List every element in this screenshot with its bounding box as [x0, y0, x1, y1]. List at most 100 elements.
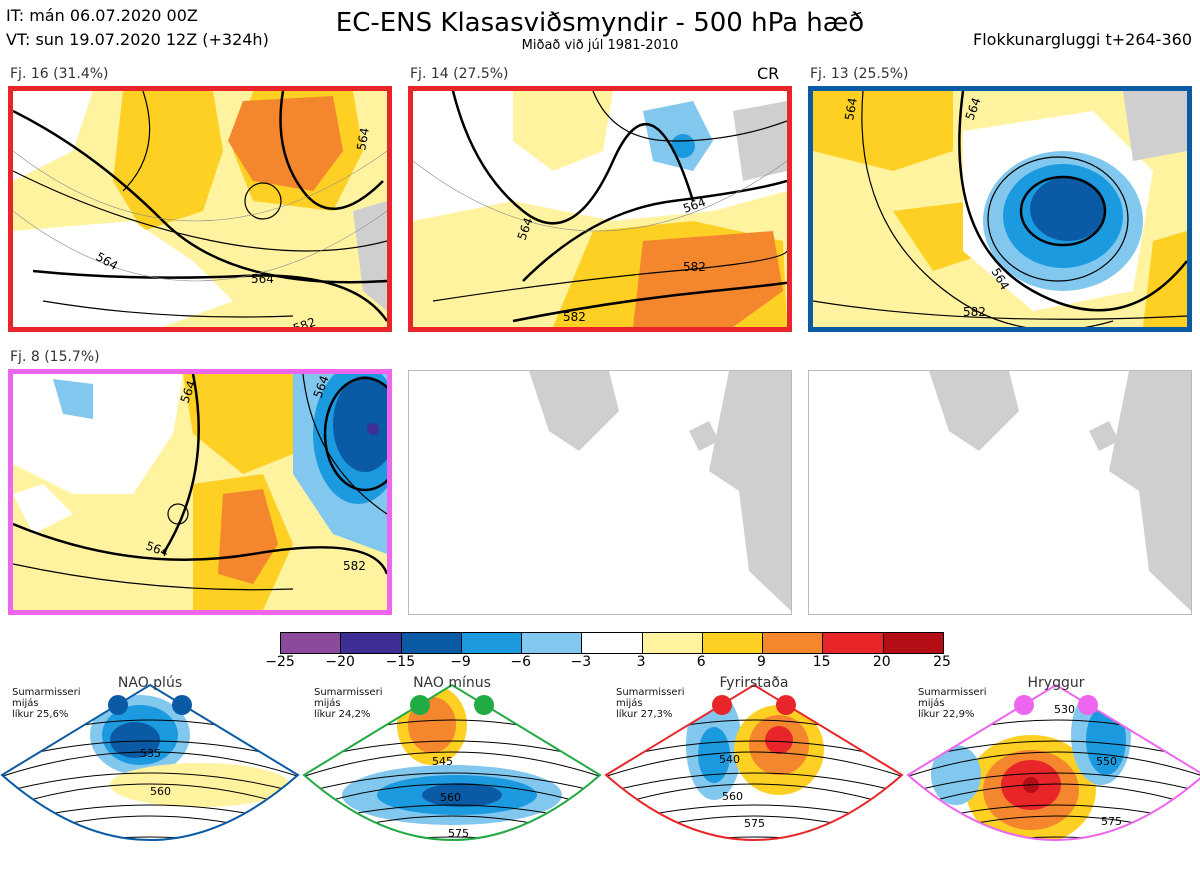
height-contour: [304, 772, 600, 794]
contour-label: 530: [1054, 703, 1075, 716]
regime-info: Sumarmisseri mijás líkur 27,3%: [616, 687, 684, 720]
contour-label: 575: [448, 827, 469, 840]
regime-border: [906, 683, 1200, 841]
contour-label: 582: [343, 559, 366, 573]
regime-panel-1: 535 560 NAO plús Sumarmisseri mijás líkur 25,…: [0, 675, 300, 871]
height-contour: [908, 783, 1200, 810]
colorbar-swatch: [762, 633, 823, 653]
panel-label-4: Fj. 8 (15.7%): [10, 349, 100, 365]
regime-info: Sumarmisseri mijás líkur 24,2%: [314, 687, 382, 720]
cluster-map-4: 564 564 564 582: [8, 369, 392, 615]
regime-title: NAO mínus: [413, 675, 491, 691]
anomaly-patch: [110, 722, 160, 758]
contour-label: 575: [1101, 815, 1122, 828]
colorbar-swatch: [340, 633, 401, 653]
regime-season: Sumarmisseri: [616, 687, 685, 698]
height-contour: [908, 772, 1200, 794]
colorbar-tick-label: −6: [510, 654, 532, 670]
colorbar-swatch: [521, 633, 582, 653]
regime-likelihood: líkur 25,6%: [12, 709, 69, 720]
colorbar-tick-label: 9: [756, 654, 766, 670]
regime-average: mijás: [918, 698, 945, 709]
anomaly-patch: [698, 727, 730, 783]
regime-panel-3: 540 560 575 Fyrirstaða Sumarmisseri mijás líku…: [604, 675, 904, 871]
regime-likelihood: líkur 24,2%: [314, 709, 371, 720]
contour-label: 582: [683, 260, 706, 274]
contour-label: 540: [719, 753, 740, 766]
colorbar-swatch: [400, 633, 461, 653]
regime-map: 535 560: [0, 683, 300, 871]
regime-map: 545 560 575: [302, 683, 602, 871]
colorbar-tick-label: −9: [450, 654, 471, 670]
contour-label: 560: [722, 790, 743, 803]
height-contour: [2, 836, 298, 840]
colorbar-tick-label: 20: [872, 654, 891, 670]
regime-average: mijás: [616, 698, 643, 709]
colorbar-tick-label: −15: [385, 654, 416, 670]
regime-likelihood: líkur 22,9%: [918, 709, 975, 720]
regime-marker-dot: [776, 695, 796, 715]
colorbar-tick-label: −20: [325, 654, 355, 670]
height-contour: [302, 848, 602, 871]
control-run-tag: CR: [757, 64, 780, 83]
contour-label: 575: [744, 817, 765, 830]
cluster-map-1: 564 564 564 582: [8, 86, 392, 332]
cluster-map-1-field: 564 564 564 582: [13, 91, 387, 327]
page-title: EC-ENS Klasasviðsmyndir - 500 hPa hæð: [335, 8, 865, 38]
panel-label-3: Fj. 13 (25.5%): [810, 66, 909, 82]
panel-label-2: Fj. 14 (27.5%): [410, 66, 509, 82]
regime-marker-dot: [712, 695, 732, 715]
contour-label: 550: [1096, 755, 1117, 768]
regime-marker-dot: [1078, 695, 1098, 715]
colorbar-swatch: [281, 633, 341, 653]
cluster-map-4-field: 564 564 564 582: [13, 374, 387, 610]
colorbar-tick-label: −25: [265, 654, 295, 670]
height-contour: [908, 836, 1200, 840]
regime-average: mijás: [314, 698, 341, 709]
height-contour: [606, 783, 902, 810]
colorbar-ticks: −25 −20 −15 −9 −6 −3 3 6 9 15 20 25: [0, 654, 1200, 674]
cluster-map-3-field: 564 564 564 582: [813, 91, 1187, 327]
regime-season: Sumarmisseri: [314, 687, 383, 698]
regime-border: [604, 683, 904, 841]
colorbar-swatch: [822, 633, 883, 653]
regime-border: [0, 683, 300, 841]
colorbar-swatch: [460, 633, 522, 653]
colorbar-tick-label: 3: [636, 654, 646, 670]
cluster-map-2-field: 564 564 582 582: [413, 91, 787, 327]
regime-marker-dot: [410, 695, 430, 715]
colorbar-swatch: [641, 633, 702, 653]
cluster-window: Flokkunargluggi t+264-360: [973, 30, 1192, 49]
colorbar-swatch: [882, 633, 943, 653]
regime-season: Sumarmisseri: [12, 687, 81, 698]
regime-info: Sumarmisseri mijás líkur 22,9%: [918, 687, 986, 720]
contour-label: 560: [440, 791, 461, 804]
colorbar-swatch: [701, 633, 763, 653]
contour-label: 564: [251, 272, 274, 286]
height-contour: [906, 848, 1200, 871]
height-contour: [304, 783, 600, 810]
regime-marker-dot: [1014, 695, 1034, 715]
colorbar-swatch: [581, 633, 642, 653]
regime-border: [302, 683, 602, 841]
valid-time: VT: sun 19.07.2020 12Z (+324h): [6, 30, 269, 49]
init-time: IT: mán 06.07.2020 00Z: [6, 6, 198, 25]
contour-label: 535: [140, 747, 161, 760]
regime-title: Hryggur: [1027, 675, 1085, 691]
regime-average: mijás: [12, 698, 39, 709]
height-contour: [908, 751, 1200, 778]
height-contour: [304, 836, 600, 840]
anomaly-patch: [422, 783, 502, 807]
regime-marker-dot: [108, 695, 128, 715]
regime-info: Sumarmisseri mijás líkur 25,6%: [12, 687, 80, 720]
height-contour: [604, 848, 904, 871]
contour-label: 560: [150, 785, 171, 798]
regime-season: Sumarmisseri: [918, 687, 987, 698]
contour-label: 564: [354, 127, 372, 152]
height-contour: [0, 848, 300, 871]
height-contour: [2, 751, 298, 778]
empty-map-1-coastline: [529, 371, 791, 611]
empty-map-2-coastline: [929, 371, 1191, 611]
cluster-map-2: 564 564 582 582: [408, 86, 792, 332]
contour-label: 545: [432, 755, 453, 768]
